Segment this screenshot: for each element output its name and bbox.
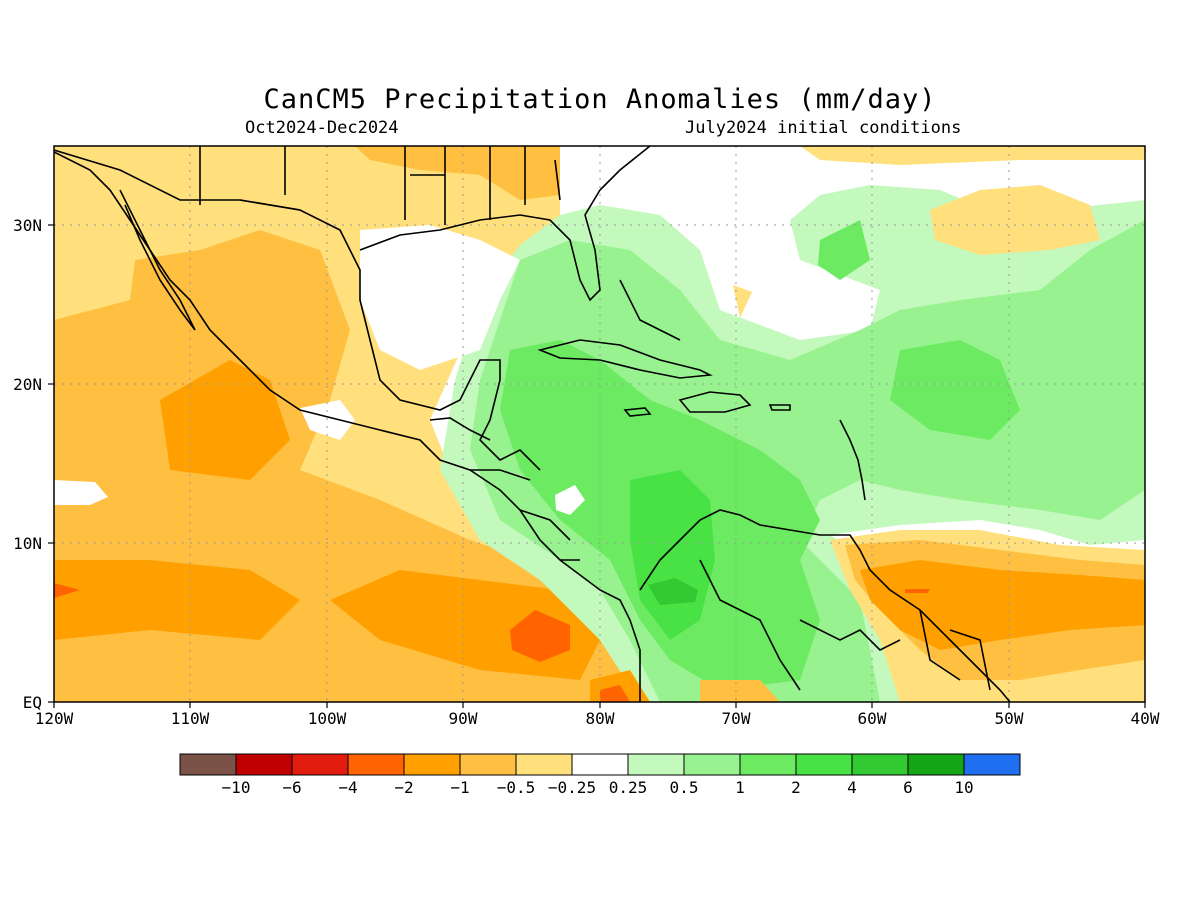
lon-label: 110W bbox=[171, 709, 210, 728]
colorbar-label: −6 bbox=[282, 778, 301, 797]
colorbar-swatch bbox=[739, 753, 797, 776]
pacific-dry-orange-1 bbox=[160, 360, 290, 480]
colorbar-label: −1 bbox=[450, 778, 469, 797]
colorbar-label: 1 bbox=[735, 778, 745, 797]
colorbar-swatch bbox=[683, 753, 741, 776]
colorbar-swatch bbox=[795, 753, 853, 776]
jamaica bbox=[623, 407, 652, 417]
colorbar-label: −0.25 bbox=[548, 778, 596, 797]
gulf-neutral bbox=[360, 225, 520, 370]
gridlines bbox=[54, 146, 1145, 702]
atlantic-dry-n-2 bbox=[800, 146, 1145, 165]
ecuador-dry bbox=[700, 680, 780, 702]
sa-dry-red bbox=[905, 589, 930, 593]
colorbar-label: −0.5 bbox=[497, 778, 536, 797]
bahamas bbox=[619, 279, 681, 341]
colorbar-label: −10 bbox=[222, 778, 251, 797]
pacific-white-patch bbox=[54, 480, 108, 505]
colorbar-label: −2 bbox=[394, 778, 413, 797]
colorbar-swatch bbox=[403, 753, 461, 776]
lon-label: 50W bbox=[995, 709, 1024, 728]
baja bbox=[119, 189, 196, 331]
gulf-coast bbox=[239, 199, 541, 471]
us-mex-border bbox=[54, 149, 301, 211]
pacific-dry-red-1 bbox=[510, 610, 570, 662]
lat-label: EQ bbox=[23, 693, 42, 712]
colorbar-swatch bbox=[235, 753, 293, 776]
colorbar-swatch bbox=[963, 753, 1021, 776]
colorbar-swatch bbox=[347, 753, 405, 776]
lon-label: 100W bbox=[308, 709, 347, 728]
period-label: Oct2024-Dec2024 bbox=[245, 118, 399, 138]
central-america-borders bbox=[429, 417, 580, 561]
lesser-antilles bbox=[839, 419, 866, 501]
us-dry-patch bbox=[355, 146, 560, 200]
colorbar-label: 0.25 bbox=[609, 778, 648, 797]
axis-ticks bbox=[48, 224, 1146, 708]
colorbar-label: 6 bbox=[903, 778, 913, 797]
lon-labels: 120W 110W 100W 90W 80W 70W 60W 50W 40W bbox=[35, 709, 1160, 728]
puerto-rico bbox=[768, 404, 791, 411]
colorbar-label: −4 bbox=[338, 778, 357, 797]
colorbar-swatch bbox=[571, 753, 629, 776]
colorbar-swatch bbox=[907, 753, 965, 776]
lat-label: 30N bbox=[13, 216, 42, 235]
map-title: CanCM5 Precipitation Anomalies (mm/day) bbox=[263, 84, 937, 115]
gulf-small-dry bbox=[733, 285, 752, 318]
lat-label: 20N bbox=[13, 375, 42, 394]
colorbar-swatch bbox=[515, 753, 573, 776]
colorbar-swatch bbox=[627, 753, 685, 776]
us-gulf-coast bbox=[359, 146, 651, 302]
lon-label: 90W bbox=[449, 709, 478, 728]
sa-dry-orange bbox=[860, 560, 1145, 650]
cuba bbox=[537, 339, 713, 379]
init-label: July2024 initial conditions bbox=[685, 118, 962, 138]
colorbar: −10 −6 −4 −2 −1 −0.5 −0.25 0.25 0.5 1 2 4 6 10 bbox=[179, 753, 1021, 797]
atlantic-wet-strong bbox=[890, 340, 1020, 440]
lon-label: 60W bbox=[858, 709, 887, 728]
hispaniola bbox=[678, 391, 752, 413]
anomaly-field bbox=[54, 146, 1145, 702]
lat-labels: EQ 10N 20N 30N bbox=[13, 216, 42, 712]
lon-label: 40W bbox=[1131, 709, 1160, 728]
lat-label: 10N bbox=[13, 534, 42, 553]
pacific-dry-red-2 bbox=[54, 583, 80, 598]
colorbar-label: 4 bbox=[847, 778, 857, 797]
colorbar-swatch bbox=[291, 753, 349, 776]
lon-label: 120W bbox=[35, 709, 74, 728]
pacific-dry-orange-2 bbox=[54, 560, 300, 640]
us-states bbox=[199, 146, 561, 225]
colorbar-swatch bbox=[459, 753, 517, 776]
carib-wet-6 bbox=[648, 578, 698, 605]
carib-white-hole bbox=[555, 485, 585, 515]
colorbar-label: 2 bbox=[791, 778, 801, 797]
sa-borders bbox=[699, 559, 991, 691]
colombia-dry-red bbox=[600, 685, 630, 702]
coastlines bbox=[54, 146, 1011, 702]
lon-label: 70W bbox=[722, 709, 751, 728]
colorbar-label: 10 bbox=[954, 778, 973, 797]
atlantic-dry-n bbox=[930, 185, 1100, 255]
lon-label: 80W bbox=[586, 709, 615, 728]
colorbar-swatch bbox=[851, 753, 909, 776]
colorbar-label: 0.5 bbox=[670, 778, 699, 797]
colorbar-swatch bbox=[179, 753, 237, 776]
sa-north-coast bbox=[639, 509, 1011, 702]
atlantic-wet-strong-2 bbox=[818, 220, 870, 280]
